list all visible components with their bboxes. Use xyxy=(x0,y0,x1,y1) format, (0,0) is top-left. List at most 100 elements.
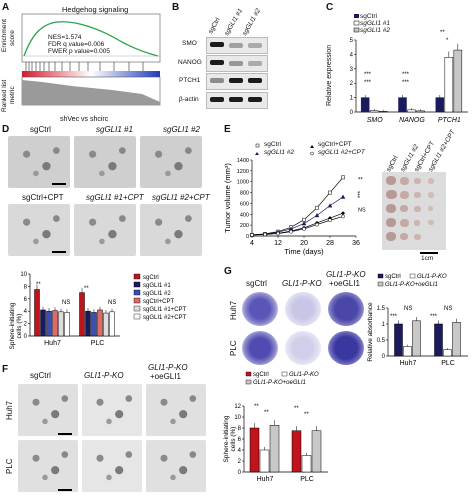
blot-box-smo xyxy=(206,37,268,54)
sphere-image xyxy=(146,384,206,436)
legend-swatch xyxy=(133,297,141,304)
bar xyxy=(452,322,461,357)
significance-mark: ** xyxy=(358,178,363,184)
bar xyxy=(259,449,270,473)
chart-g: 0 0.5 1 1.5 Huh7 PLC Relative absorbance sgCtrl… xyxy=(367,273,468,367)
legend-marker xyxy=(310,145,314,148)
legend-swatch xyxy=(354,14,359,18)
category-label: PLC xyxy=(441,360,455,367)
chart-c-legend-3: sgGLI1 #2 xyxy=(360,27,390,34)
d-img-label-5: sgGLI1 #1+CPT xyxy=(86,193,144,202)
bar xyxy=(435,97,445,113)
bar xyxy=(369,110,379,113)
y-tick-label: 3 xyxy=(350,67,354,73)
colony-well xyxy=(285,292,321,326)
d-img-label-4: sgCtrl+CPT xyxy=(22,193,64,202)
legend-label: GLI1-P-KO+oeGLI1 xyxy=(253,380,306,386)
category-label: PTCH1 xyxy=(438,117,461,124)
data-point xyxy=(289,229,293,234)
significance-mark: *** xyxy=(430,314,438,320)
significance-mark: NS xyxy=(62,300,70,306)
significance-mark: *** xyxy=(358,190,364,198)
panel-d-label: D xyxy=(2,124,10,135)
bar xyxy=(249,427,260,473)
bar xyxy=(403,346,412,357)
bar xyxy=(291,430,302,473)
data-point xyxy=(314,212,320,218)
legend-swatch xyxy=(377,273,384,279)
legend-swatch xyxy=(409,273,416,279)
bar xyxy=(394,323,403,357)
gsea-xlabel: shVec vs shcirc xyxy=(60,116,109,123)
blot-lane-3: sgGLI1 #2 xyxy=(241,7,263,38)
y-tick-label: 2 xyxy=(238,459,242,465)
series-line xyxy=(251,212,344,236)
y-tick-label: 400 xyxy=(240,212,249,218)
series-line xyxy=(251,216,344,236)
significance-mark: ** xyxy=(84,286,89,292)
y-tick-label: 1 xyxy=(350,96,354,102)
scale-bar xyxy=(58,433,72,435)
gsea-ylabel-score: score xyxy=(9,30,16,46)
legend-swatch xyxy=(377,281,384,287)
bar xyxy=(64,312,70,337)
bar xyxy=(301,455,312,473)
category-label: Huh7 xyxy=(44,340,61,347)
significance-mark: *** xyxy=(402,80,410,86)
blot-ptch1: PTCH1 xyxy=(179,77,201,84)
legend-swatch xyxy=(133,281,141,288)
y-tick-label: 6 xyxy=(238,437,242,443)
g-img-label-1: sgCtrl xyxy=(246,279,267,288)
chart-e: 0 200 400 600 800 1000 1200 1400 4 12 20 28 36 Time (… xyxy=(223,143,366,256)
y-tick-label: 6 xyxy=(24,297,28,303)
bar xyxy=(40,309,46,337)
significance-mark: NS xyxy=(404,306,412,312)
bar xyxy=(103,312,109,337)
y-tick-label: 0 xyxy=(238,470,242,476)
x-tick-label: 20 xyxy=(300,240,308,247)
bar xyxy=(412,320,421,357)
category-label: SMO xyxy=(367,117,384,124)
y-tick-label: 0 xyxy=(24,334,28,340)
bar xyxy=(378,111,388,113)
significance-mark: ** xyxy=(254,404,259,410)
data-point xyxy=(315,205,319,210)
band xyxy=(229,61,243,66)
e-legend-2: sgCtrl+CPT xyxy=(318,141,352,148)
x-axis-label: Time (days) xyxy=(284,247,324,256)
band xyxy=(229,43,243,48)
sphere-image xyxy=(8,204,70,256)
scale-bar xyxy=(52,183,66,185)
gsea-ylabel-metric: metric xyxy=(9,86,16,104)
bar xyxy=(79,292,85,337)
bar xyxy=(269,425,280,473)
legend-swatch xyxy=(133,313,141,320)
significance-mark: NS xyxy=(358,208,366,214)
legend-label: sgCtrl xyxy=(253,372,269,378)
significance-mark: NS xyxy=(444,306,452,312)
chart-d: 0 2 4 6 8 10 Huh7 PLC Sphere-initiating cells (%)… xyxy=(9,272,187,349)
bar xyxy=(443,349,452,357)
bar xyxy=(46,310,52,337)
bar xyxy=(398,97,407,113)
bar xyxy=(85,310,91,337)
legend-marker xyxy=(255,152,259,155)
tumor-photo xyxy=(382,172,446,250)
bar xyxy=(434,323,443,357)
y-axis-label: cells (%) xyxy=(230,427,237,452)
x-tick-label: 12 xyxy=(274,240,282,247)
sphere-image xyxy=(18,440,78,492)
blot-smo: SMO xyxy=(182,40,197,47)
panel-f-label: F xyxy=(2,364,9,375)
significance-mark: ** xyxy=(294,406,299,412)
data-point xyxy=(302,227,306,231)
legend-swatch xyxy=(133,273,141,280)
legend-swatch xyxy=(353,20,360,26)
category-label: NANOG xyxy=(399,117,425,124)
bar xyxy=(52,310,58,337)
band xyxy=(210,78,224,83)
gsea-fwer: FWER p value=0.005 xyxy=(48,48,110,55)
data-point xyxy=(276,231,280,236)
legend-label: GLI1-P-KO xyxy=(289,372,319,378)
